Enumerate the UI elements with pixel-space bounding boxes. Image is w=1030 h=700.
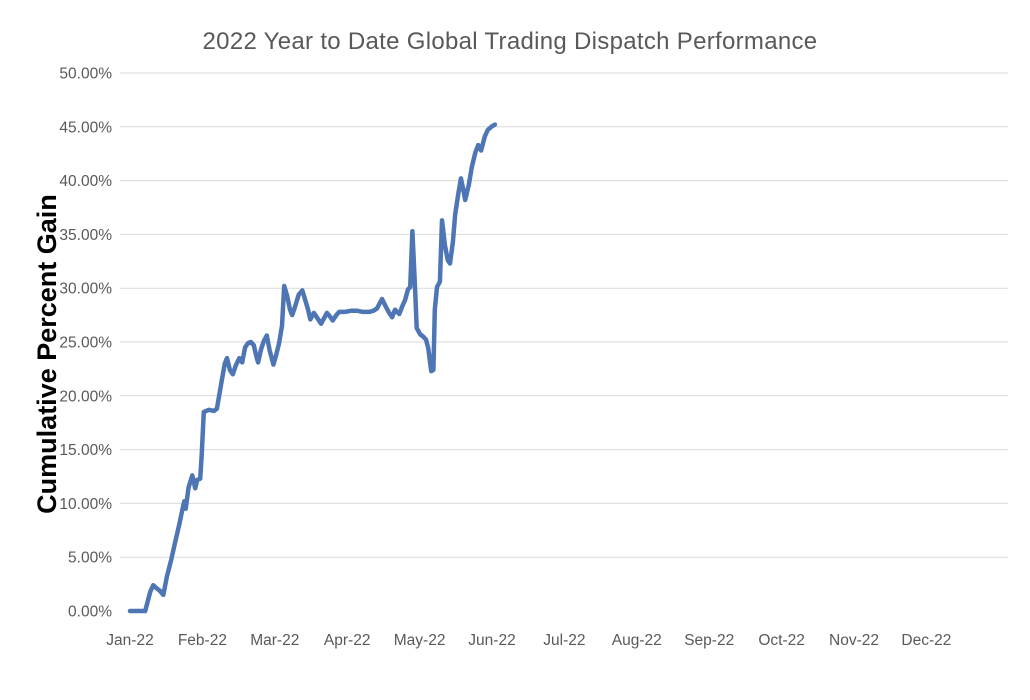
y-axis-tick-label: 20.00% — [59, 388, 112, 405]
y-axis-tick-label: 0.00% — [68, 604, 112, 621]
x-axis-tick-label: Mar-22 — [250, 632, 299, 649]
x-axis-tick-label: Jun-22 — [468, 632, 515, 649]
x-axis-tick-label: Apr-22 — [324, 632, 371, 649]
chart-title: 2022 Year to Date Global Trading Dispatc… — [202, 28, 818, 55]
y-axis-tick-label: 25.00% — [59, 335, 112, 352]
x-axis-tick-label: Dec-22 — [901, 632, 951, 649]
x-axis-tick-label: May-22 — [394, 632, 446, 649]
y-axis-tick-label: 35.00% — [59, 227, 112, 244]
x-axis-tick-label: Jan-22 — [106, 632, 153, 649]
x-axis-tick-label: Nov-22 — [829, 632, 879, 649]
y-axis-tick-label: 5.00% — [68, 550, 112, 567]
data-line-cumulative-percent-gain — [127, 122, 498, 614]
y-axis-tick-label: 15.00% — [59, 442, 112, 459]
y-axis-tick-label: 45.00% — [59, 119, 112, 136]
y-axis-tick-label: 10.00% — [59, 496, 112, 513]
x-axis-tick-label: Aug-22 — [612, 632, 662, 649]
x-axis-tick-label: Oct-22 — [758, 632, 805, 649]
x-axis-tick-label: Sep-22 — [684, 632, 734, 649]
y-axis-tick-label: 40.00% — [59, 173, 112, 190]
y-axis-tick-label: 50.00% — [59, 66, 112, 83]
x-axis-tick-label: Feb-22 — [178, 632, 227, 649]
x-axis-tick-label: Jul-22 — [543, 632, 585, 649]
y-axis-tick-label: 30.00% — [59, 281, 112, 298]
